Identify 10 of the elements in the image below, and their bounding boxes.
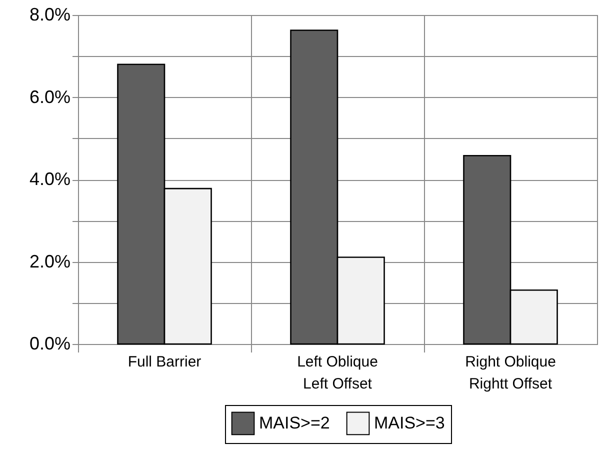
y-tick-label: 4.0%	[29, 169, 70, 189]
x-tick-label: Right Oblique Rightt Offset	[465, 354, 556, 392]
legend-label: MAIS>=2	[259, 413, 330, 432]
y-tick-label: 6.0%	[29, 86, 70, 107]
x-tick-label: Full Barrier	[128, 354, 202, 370]
y-tick-label: 8.0%	[29, 4, 70, 24]
y-tick-label: 0.0%	[29, 334, 70, 354]
legend-label: MAIS>=3	[374, 413, 445, 432]
y-tick-label: 2.0%	[29, 251, 70, 272]
x-tick-label: Left Oblique Left Offset	[297, 354, 378, 392]
